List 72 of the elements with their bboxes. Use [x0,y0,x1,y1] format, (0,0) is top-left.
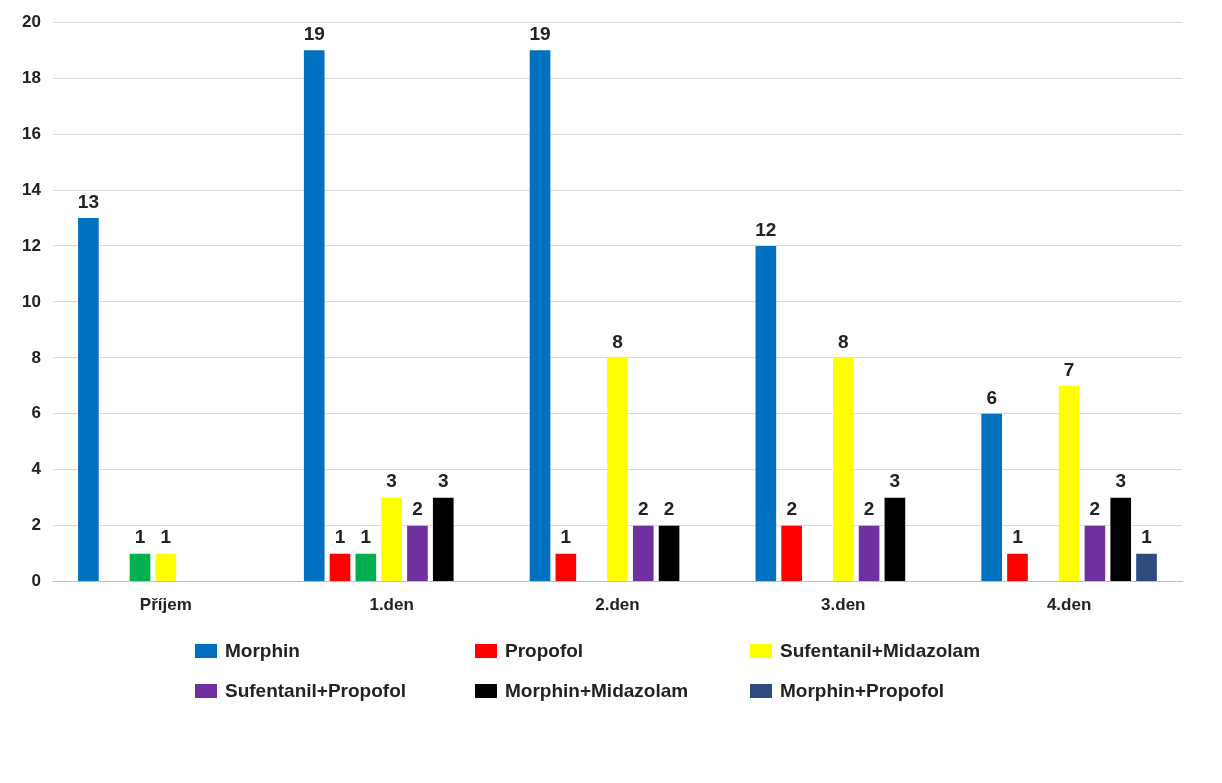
bar [432,497,454,582]
y-tick-label: 20 [21,11,41,31]
data-label: 12 [755,218,777,240]
bar [1007,553,1028,582]
bar [884,497,906,582]
bar [781,525,802,582]
y-tick-label: 12 [21,235,41,255]
y-tick-label: 10 [21,291,41,311]
data-label: 2 [863,498,875,520]
x-tick-label: 2.den [595,595,640,615]
data-label: 2 [786,498,797,520]
x-tick-label: 4.den [1046,595,1092,615]
bar [658,525,680,582]
x-tick-label: 1.den [369,595,414,615]
data-label: 13 [77,190,99,212]
data-label: 19 [529,22,551,44]
data-label: 2 [663,498,675,520]
y-tick-label: 2 [31,515,41,535]
bar [381,497,402,582]
legend-label: Propofol [505,640,584,662]
data-label: 2 [637,498,649,520]
data-label: 3 [889,470,901,492]
data-label: 3 [386,470,397,492]
legend-label: Morphin+Propofol [780,680,945,702]
bar [529,50,551,582]
bar [555,553,577,582]
data-label: 19 [303,22,325,44]
data-label: 1 [334,526,346,548]
data-label: 1 [1141,526,1153,548]
bar [755,245,777,582]
bar [407,525,428,582]
y-tick-label: 4 [31,459,42,479]
bar [607,357,628,582]
legend-label: Morphin [225,640,300,662]
bar [858,525,880,582]
data-label: 1 [134,526,146,548]
legend-label: Sufentanil+Midazolam [780,640,981,662]
data-label: 8 [612,330,623,352]
bar [1084,525,1106,582]
y-tick-label: 6 [31,403,41,423]
data-label: 1 [560,526,572,548]
bar [832,357,854,582]
data-label: 2 [1089,498,1101,520]
bar [355,553,377,582]
data-label: 1 [1012,526,1024,548]
data-label: 3 [1115,470,1126,492]
x-tick-label: 3.den [821,595,866,615]
data-label: 3 [437,470,449,492]
bar [129,553,151,582]
data-label: 8 [837,330,849,352]
bar [303,50,325,582]
y-tick-label: 0 [31,571,41,591]
y-tick-label: 18 [21,67,41,87]
data-label: 1 [160,526,172,548]
data-label: 7 [1063,358,1075,380]
y-tick-label: 16 [21,123,41,143]
y-tick-label: 14 [21,179,42,199]
legend-label: Sufentanil+Propofol [225,680,407,702]
bar [1136,553,1157,582]
x-tick-label: Příjem [139,595,192,615]
bar [981,413,1002,582]
data-label: 2 [412,498,423,520]
bar [155,553,177,582]
bar [1110,497,1132,582]
bar [78,217,99,582]
bar [632,525,654,582]
data-label: 1 [360,526,372,548]
bar [1058,385,1080,582]
bar [329,553,351,582]
y-tick-label: 8 [31,347,41,367]
legend-label: Morphin+Midazolam [505,680,689,702]
data-label: 6 [986,386,997,408]
